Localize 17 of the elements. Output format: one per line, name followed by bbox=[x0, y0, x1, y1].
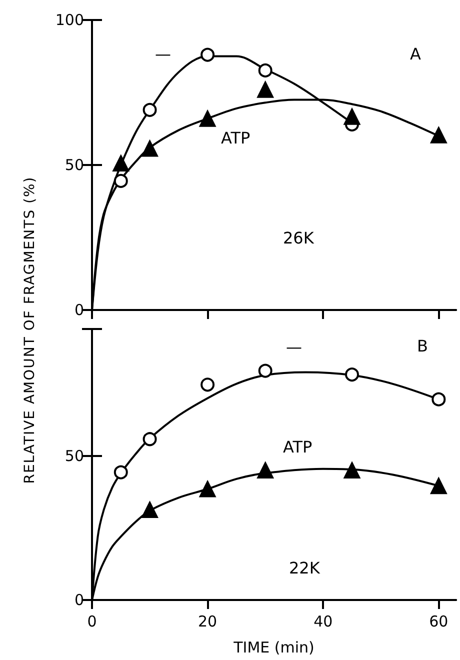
annotation: ATP bbox=[283, 438, 312, 456]
annotation: A bbox=[410, 44, 421, 64]
x-tick-label: 40 bbox=[314, 612, 333, 630]
annotation: — bbox=[286, 338, 302, 356]
y-tick-label: 50 bbox=[64, 446, 84, 465]
annotation: 26K bbox=[283, 228, 314, 248]
y-axis-title: RELATIVE AMOUNT OF FRAGMENTS (%) bbox=[22, 176, 38, 484]
annotation: B bbox=[417, 336, 428, 356]
annotation: — bbox=[155, 44, 171, 64]
x-tick-label: 60 bbox=[429, 612, 448, 630]
x-axis-title: TIME (min) bbox=[232, 638, 314, 656]
annotation: ATP bbox=[221, 128, 250, 148]
x-tick-label: 0 bbox=[87, 612, 97, 630]
y-tick-label: 100 bbox=[55, 11, 84, 29]
y-tick-label: 50 bbox=[64, 156, 84, 174]
x-tick-label: 20 bbox=[198, 612, 218, 630]
annotation: 22K bbox=[289, 558, 320, 578]
